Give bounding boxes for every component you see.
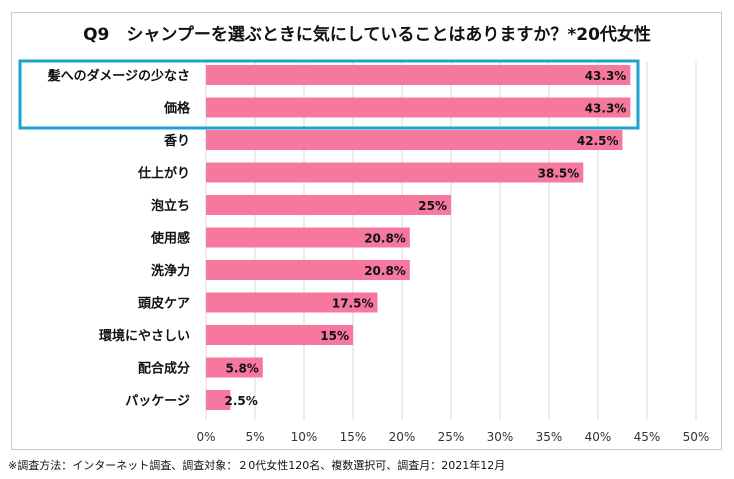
bar [206,195,451,215]
bar [206,357,263,378]
x-tick-label: 20% [389,430,416,444]
category-label: 使用感 [150,231,190,247]
x-tick-label: 45% [634,430,661,444]
category-label: 髪へのダメージの少なさ [47,68,190,84]
highlight-box [18,59,640,130]
x-tick-label: 50% [683,430,710,444]
category-label: 頭皮ケア [138,296,190,312]
category-label: 価格 [163,101,191,117]
data-label: 42.5% [577,134,619,148]
category-label: 配合成分 [138,361,190,377]
bar [206,65,631,85]
x-tick-label: 5% [245,430,264,444]
category-label: 仕上がり [137,166,190,182]
x-tick-label: 30% [487,430,514,444]
x-tick-label: 0% [196,430,215,444]
chart-title: Q9 シャンプーを選ぶときに気にしていることはありますか？*20代女性 [83,25,651,45]
data-label: 43.3% [585,102,627,116]
x-tick-label: 10% [291,430,318,444]
category-label: 環境にやさしい [99,328,190,344]
bar [206,97,631,118]
data-label: 2.5% [225,394,258,408]
bar [206,390,231,410]
footnote: ※調査方法：インターネット調査、調査対象：２0代女性120名、複数選択可、調査月… [8,459,506,472]
bar [206,227,410,248]
bar [206,162,584,183]
category-label: 洗浄力 [151,263,190,279]
chart-frame [11,12,722,450]
x-tick-label: 35% [536,430,563,444]
data-label: 15% [320,329,349,343]
bar [206,260,410,280]
data-label: 17.5% [332,297,374,311]
data-label: 25% [418,199,447,213]
x-tick-label: 25% [438,430,465,444]
x-tick-label: 15% [340,430,367,444]
bar [206,325,353,345]
data-label: 5.8% [226,362,259,376]
data-label: 20.8% [364,232,406,246]
bar [206,130,623,150]
data-label: 20.8% [364,264,406,278]
category-label: パッケージ [125,394,190,409]
data-label: 43.3% [585,69,627,83]
data-label: 38.5% [538,167,580,181]
x-tick-label: 40% [585,430,612,444]
bar [206,292,378,313]
category-label: 泡立ち [151,198,190,214]
category-label: 香り [163,133,190,149]
